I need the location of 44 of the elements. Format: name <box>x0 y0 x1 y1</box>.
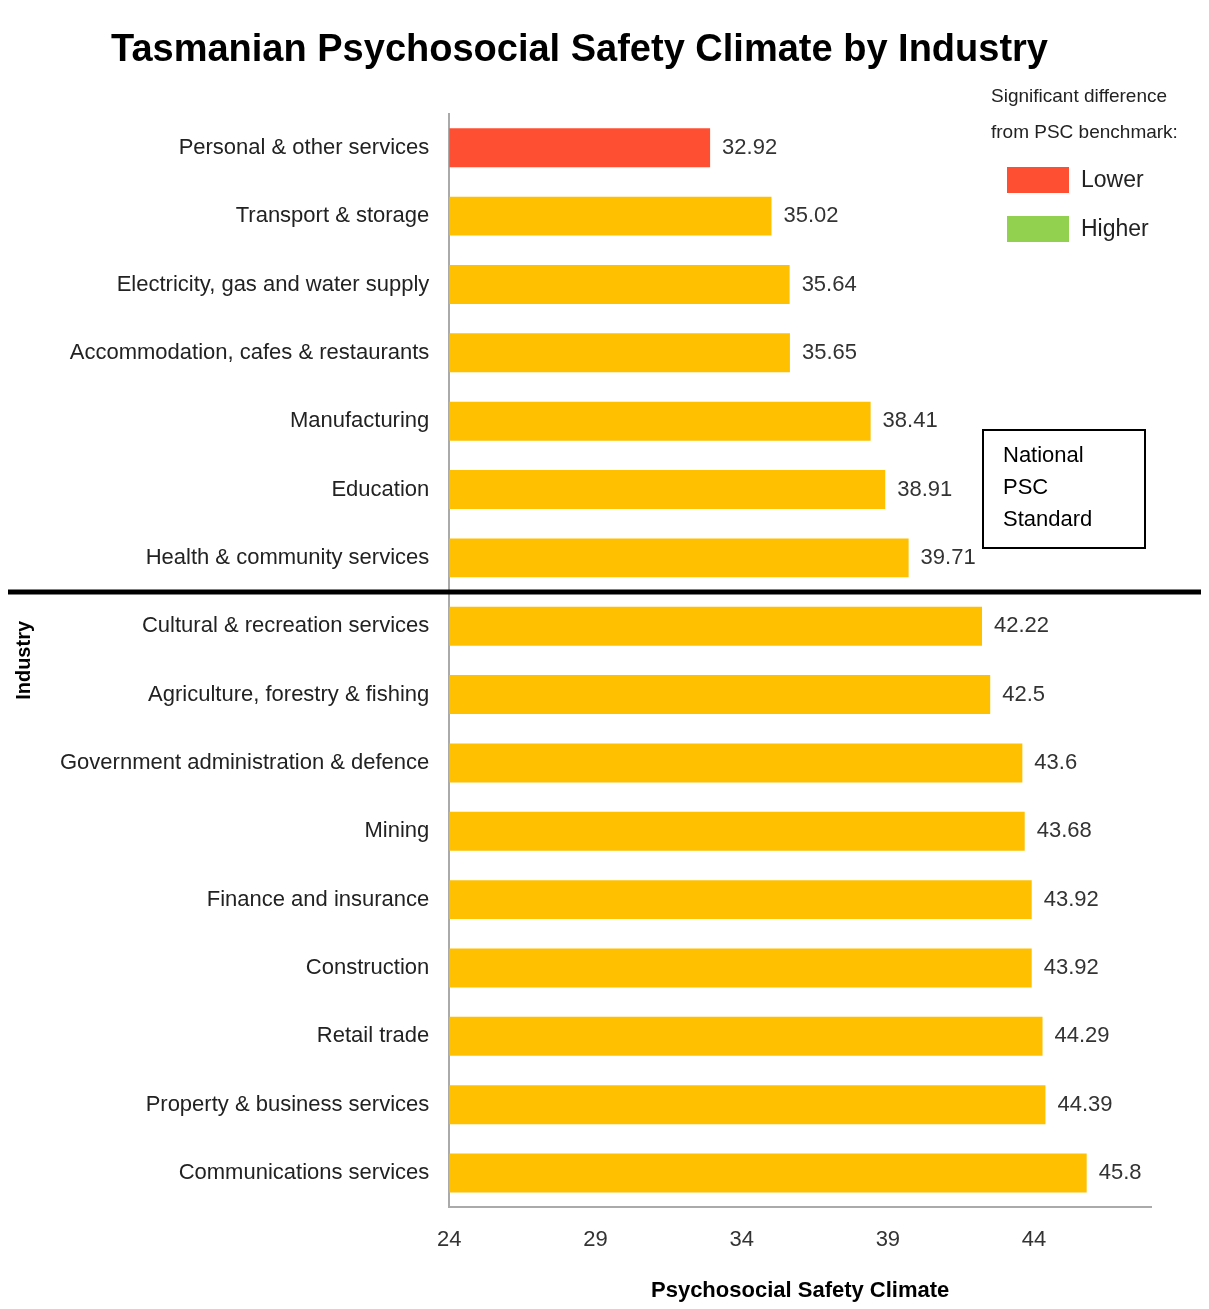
y-tick-label: Personal & other services <box>178 133 430 159</box>
data-label: 38.91 <box>897 475 953 501</box>
data-label: 38.41 <box>882 407 938 433</box>
x-tick-label: 39 <box>875 1226 901 1252</box>
y-tick-label: Accommodation, cafes & restaurants <box>69 338 430 364</box>
x-tick-label: 24 <box>437 1226 462 1252</box>
y-tick-label: Transport & storage <box>235 202 430 228</box>
y-tick-label: Retail trade <box>316 1022 430 1048</box>
y-tick-label: Communications services <box>178 1159 430 1185</box>
y-tick-label: Health & community services <box>145 543 430 569</box>
y-tick-label: Electricity, gas and water supply <box>116 270 430 296</box>
y-tick-label: Cultural & recreation services <box>141 612 430 638</box>
data-label: 44.29 <box>1054 1022 1110 1048</box>
data-label: 42.22 <box>994 612 1050 638</box>
y-tick-label: Construction <box>305 954 430 980</box>
x-tick-label: 29 <box>583 1226 608 1252</box>
y-tick-label: Finance and insurance <box>206 885 430 911</box>
legend-label: Higher <box>1081 215 1149 242</box>
y-tick-label: Agriculture, forestry & fishing <box>148 680 430 706</box>
annotation: National PSC Standard <box>1003 442 1093 532</box>
y-tick-label: Mining <box>364 817 430 843</box>
data-label: 43.92 <box>1043 885 1099 911</box>
chart-title: Tasmanian Psychosocial Safety Climate by Industry <box>111 27 1048 70</box>
data-label: 43.6 <box>1034 748 1078 774</box>
x-tick-label: 44 <box>1021 1226 1047 1252</box>
data-label: 45.8 <box>1098 1159 1142 1185</box>
data-label: 42.5 <box>1002 680 1046 706</box>
x-axis-title: Psychosocial Safety Climate <box>650 1276 950 1302</box>
y-tick-label: Property & business services <box>145 1090 430 1116</box>
y-tick-label: Manufacturing <box>289 407 430 433</box>
data-label: 43.68 <box>1036 817 1092 843</box>
legend-label: Lower <box>1081 166 1144 193</box>
y-tick-label: Government administration & defence <box>59 748 430 774</box>
data-label: 39.71 <box>920 543 976 569</box>
data-label: 43.92 <box>1043 954 1099 980</box>
x-tick-label: 34 <box>729 1226 754 1252</box>
data-label: 32.92 <box>722 133 778 159</box>
legend-title: Significant difference from PSC benchmark: <box>991 84 1179 144</box>
y-tick-label: Education <box>331 475 430 501</box>
data-label: 35.64 <box>801 270 857 296</box>
y-axis-title: Industry <box>11 620 34 700</box>
data-label: 44.39 <box>1057 1090 1113 1116</box>
data-label: 35.02 <box>783 202 839 228</box>
data-label: 35.65 <box>801 338 857 364</box>
